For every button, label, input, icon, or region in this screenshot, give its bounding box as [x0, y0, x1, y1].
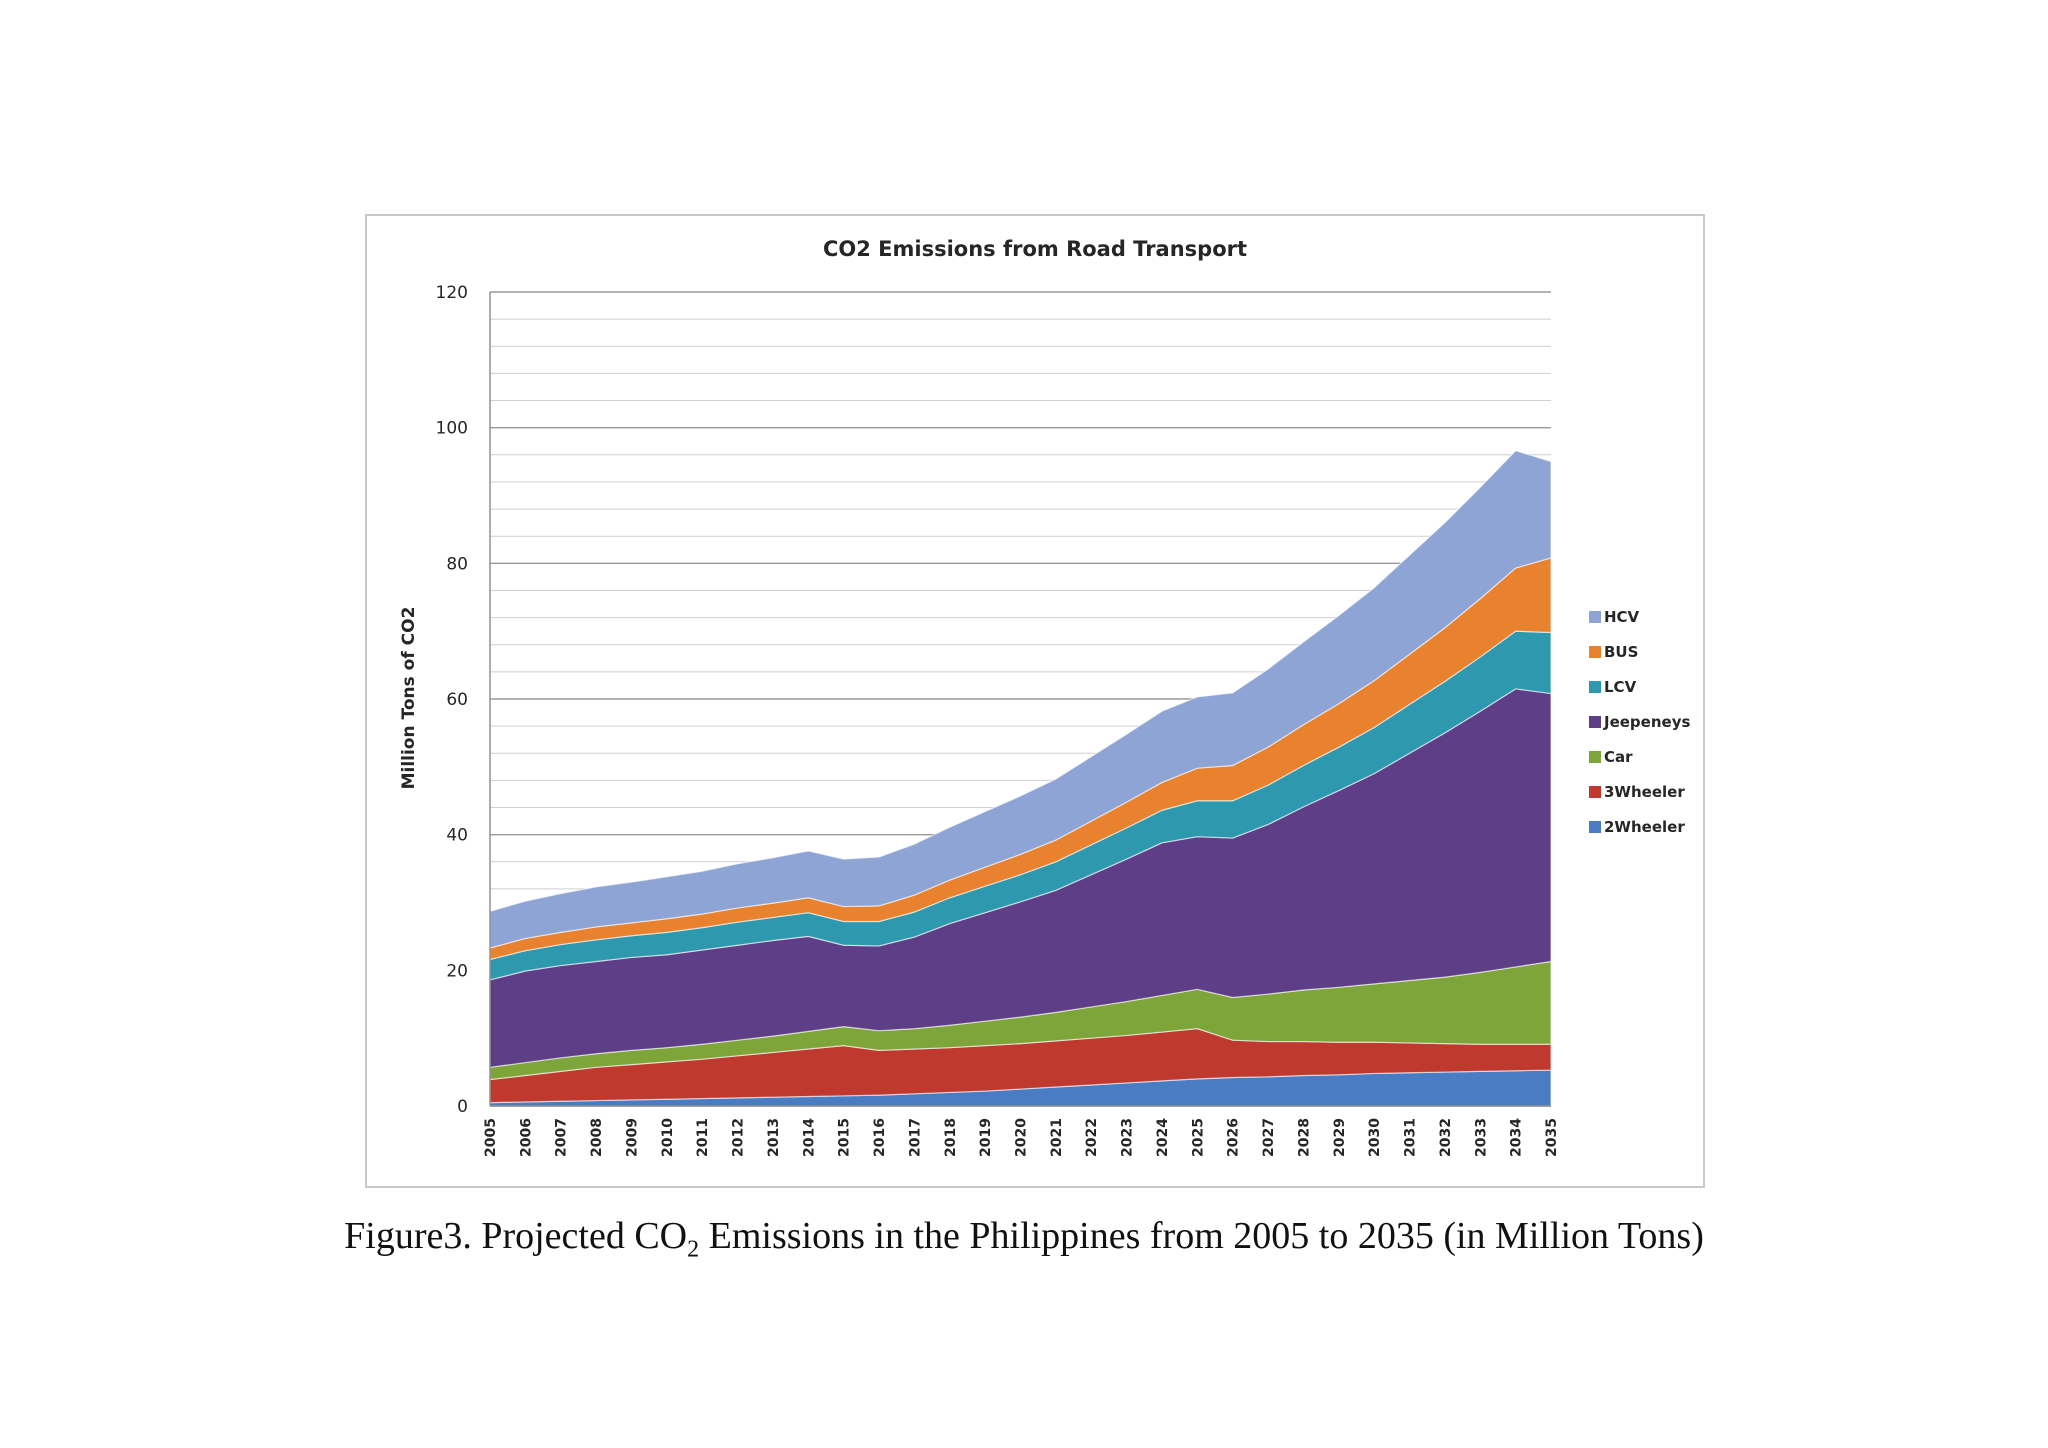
y-tick-label: 0	[457, 1097, 468, 1117]
chart-title: CO2 Emissions from Road Transport	[823, 237, 1247, 261]
legend-swatch	[1589, 681, 1601, 693]
x-tick-label: 2026	[1226, 1118, 1242, 1157]
chart-frame: CO2 Emissions from Road Transport Millio…	[365, 214, 1705, 1188]
x-tick-label: 2009	[624, 1118, 640, 1157]
legend-label: 2Wheeler	[1604, 818, 1685, 836]
y-tick-label: 80	[446, 554, 468, 574]
y-tick-label: 100	[436, 419, 468, 439]
x-tick-label: 2010	[660, 1118, 676, 1157]
legend-item-lcv: LCV	[1589, 678, 1637, 696]
legend-label: LCV	[1604, 678, 1637, 696]
x-tick-label: 2030	[1367, 1118, 1383, 1157]
x-tick-label: 2022	[1084, 1118, 1100, 1157]
y-tick-label: 40	[446, 826, 468, 846]
x-tick-label: 2008	[589, 1118, 605, 1157]
y-tick-label: 120	[436, 283, 468, 303]
legend-label: Jeepeneys	[1603, 713, 1690, 731]
axes	[489, 292, 1551, 1107]
figure-caption: Figure3. Projected CO2 Emissions in the …	[0, 1214, 2048, 1264]
legend: HCV BUS LCV Jeepeneys Car 3Wheeler 2Wheeler	[1589, 608, 1690, 836]
area-series-hcv	[489, 450, 1552, 949]
y-tick-label: 20	[446, 961, 468, 981]
x-tick-label: 2012	[731, 1118, 747, 1157]
x-tick-label: 2019	[978, 1118, 994, 1157]
legend-item-hcv: HCV	[1589, 608, 1640, 626]
legend-item-car: Car	[1589, 748, 1633, 766]
legend-item-2wheeler: 2Wheeler	[1589, 818, 1685, 836]
legend-item-jeepeneys: Jeepeneys	[1589, 713, 1690, 731]
caption-suffix: Emissions in the Philippines from 2005 t…	[699, 1215, 1704, 1257]
x-tick-label: 2020	[1014, 1118, 1030, 1157]
x-tick-label: 2014	[801, 1118, 817, 1157]
x-tick-label: 2005	[483, 1118, 499, 1157]
x-tick-label: 2006	[518, 1118, 534, 1157]
caption-prefix: Figure3. Projected CO	[344, 1215, 688, 1257]
x-tick-label: 2033	[1473, 1118, 1489, 1157]
x-tick-label: 2013	[766, 1118, 782, 1157]
y-tick-label: 60	[446, 690, 468, 710]
legend-swatch	[1589, 786, 1601, 798]
x-tick-label: 2023	[1120, 1118, 1136, 1157]
y-axis-title: Million Tons of CO2	[399, 607, 419, 790]
legend-swatch	[1589, 611, 1601, 623]
x-tick-label: 2016	[872, 1118, 888, 1157]
x-tick-label: 2024	[1155, 1118, 1171, 1157]
legend-swatch	[1589, 646, 1601, 658]
x-tick-label: 2018	[943, 1118, 959, 1157]
x-tick-label: 2034	[1509, 1118, 1525, 1157]
legend-swatch	[1589, 751, 1601, 763]
x-tick-label: 2027	[1261, 1118, 1277, 1157]
x-tick-label: 2011	[695, 1118, 711, 1157]
x-tick-label: 2007	[554, 1118, 570, 1157]
legend-swatch	[1589, 716, 1601, 728]
legend-swatch	[1589, 821, 1601, 833]
x-tick-label: 2035	[1544, 1118, 1560, 1157]
x-tick-label: 2025	[1190, 1118, 1206, 1157]
x-tick-label: 2029	[1332, 1118, 1348, 1157]
legend-label: BUS	[1604, 643, 1638, 661]
x-tick-label: 2021	[1049, 1118, 1065, 1157]
chart-canvas: CO2 Emissions from Road Transport Millio…	[399, 237, 1690, 1157]
legend-label: HCV	[1604, 608, 1640, 626]
legend-item-bus: BUS	[1589, 643, 1638, 661]
x-tick-labels: 2005 2006 2007 2008 2009 2010 2011 2012 2013 2014…	[483, 1118, 1560, 1157]
x-tick-label: 2028	[1296, 1118, 1312, 1157]
stacked-areas	[489, 450, 1552, 1107]
x-tick-label: 2032	[1438, 1118, 1454, 1157]
x-tick-label: 2017	[907, 1118, 923, 1157]
legend-label: Car	[1604, 748, 1633, 766]
x-tick-label: 2031	[1403, 1118, 1419, 1157]
legend-item-3wheeler: 3Wheeler	[1589, 783, 1685, 801]
legend-label: 3Wheeler	[1604, 783, 1685, 801]
caption-subscript: 2	[687, 1236, 700, 1263]
x-tick-label: 2015	[837, 1118, 853, 1157]
y-tick-labels: 0 20 40 60 80 100 120	[436, 283, 468, 1117]
